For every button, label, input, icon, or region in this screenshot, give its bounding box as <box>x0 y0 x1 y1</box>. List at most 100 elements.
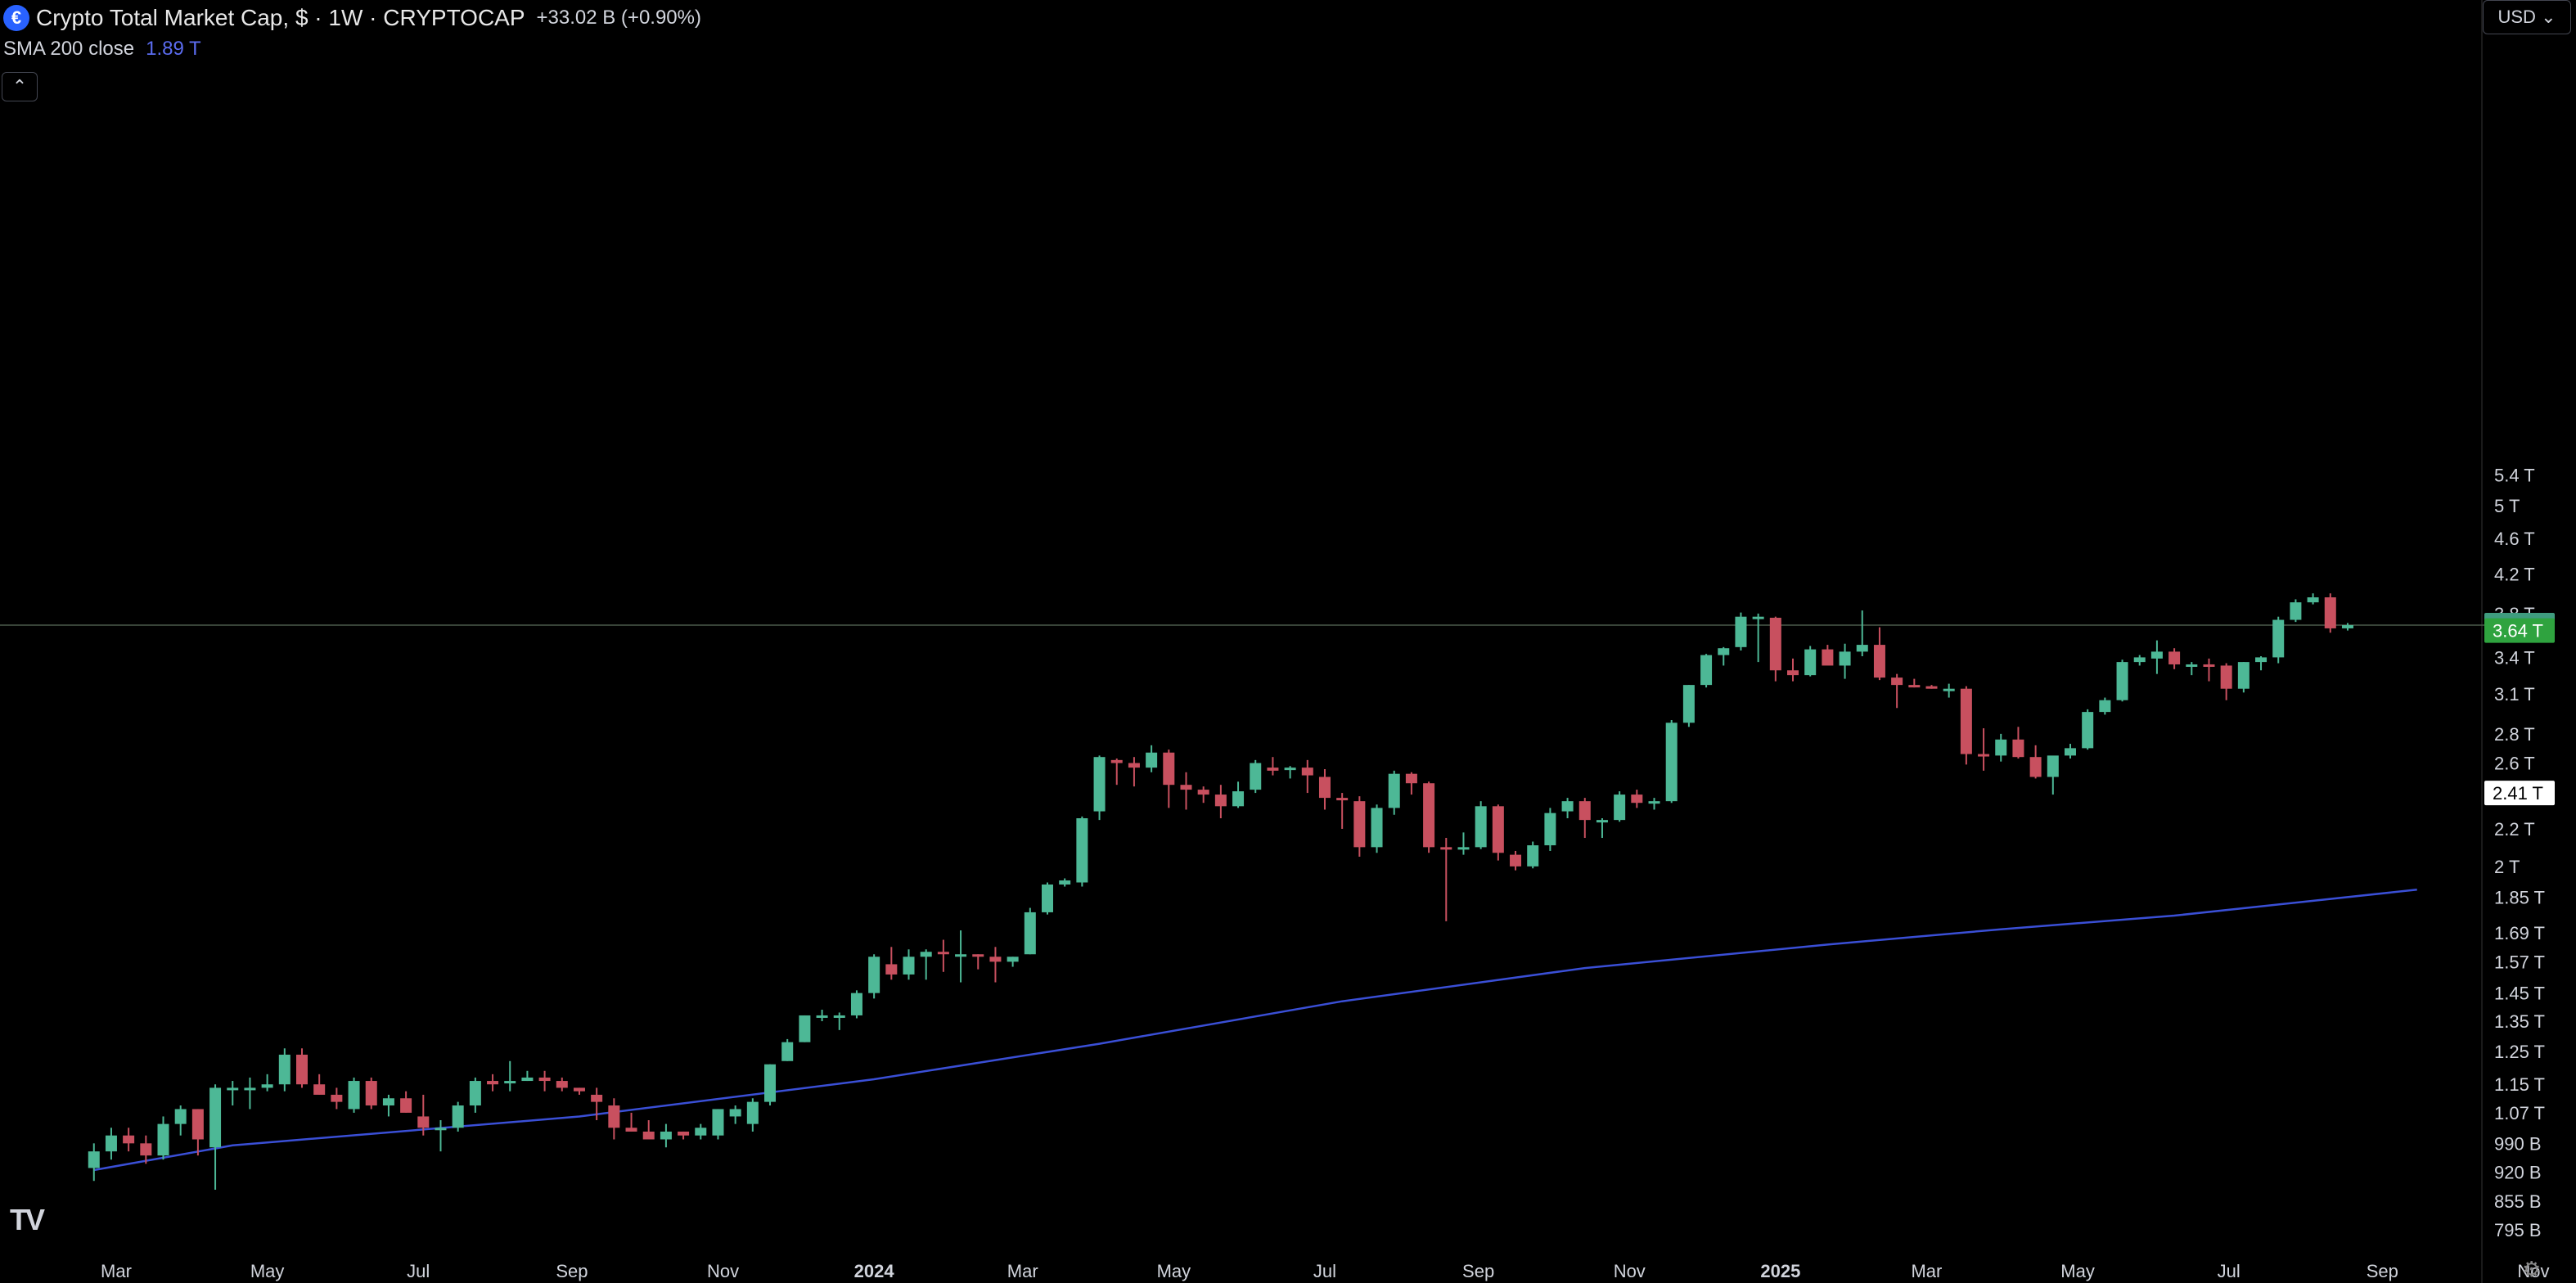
candle-body[interactable] <box>2203 664 2215 667</box>
candle-body[interactable] <box>642 1131 655 1140</box>
candle-body[interactable] <box>1700 655 1713 686</box>
candle-body[interactable] <box>1839 651 1851 666</box>
candle-body[interactable] <box>1544 813 1556 846</box>
candle-body[interactable] <box>365 1081 377 1106</box>
candle-body[interactable] <box>729 1109 741 1117</box>
candle-body[interactable] <box>1804 649 1817 676</box>
candle-body[interactable] <box>1284 768 1296 771</box>
candle-body[interactable] <box>1336 798 1349 801</box>
candle-body[interactable] <box>1250 763 1262 790</box>
candle-body[interactable] <box>227 1087 239 1091</box>
candle-body[interactable] <box>712 1109 724 1136</box>
candle-body[interactable] <box>1527 845 1539 867</box>
candle-body[interactable] <box>1093 757 1106 812</box>
candle-body[interactable] <box>88 1151 100 1168</box>
candle-body[interactable] <box>868 957 880 993</box>
candle-body[interactable] <box>1735 616 1747 647</box>
candle-body[interactable] <box>504 1081 516 1084</box>
candle-body[interactable] <box>1059 880 1071 885</box>
candle-body[interactable] <box>469 1081 481 1106</box>
candle-body[interactable] <box>764 1064 777 1102</box>
candle-body[interactable] <box>2186 664 2198 667</box>
candle-body[interactable] <box>1822 649 1834 666</box>
candle-body[interactable] <box>625 1128 637 1132</box>
candle-body[interactable] <box>2012 739 2024 758</box>
candle-body[interactable] <box>278 1054 290 1085</box>
candle-body[interactable] <box>1110 759 1123 763</box>
candle-body[interactable] <box>816 1015 828 1018</box>
candle-body[interactable] <box>1648 801 1660 804</box>
candle-body[interactable] <box>1995 739 2007 756</box>
candle-body[interactable] <box>1301 768 1313 776</box>
candle-body[interactable] <box>1353 801 1366 848</box>
candle-body[interactable] <box>1561 801 1574 812</box>
candle-body[interactable] <box>1787 670 1799 676</box>
candle-body[interactable] <box>937 952 949 955</box>
candle-body[interactable] <box>1232 791 1245 807</box>
candle-body[interactable] <box>2324 597 2336 628</box>
candle-body[interactable] <box>538 1077 551 1082</box>
candle-body[interactable] <box>157 1123 169 1156</box>
candle-body[interactable] <box>400 1098 412 1113</box>
candle-body[interactable] <box>2116 662 2128 700</box>
candle-body[interactable] <box>348 1081 360 1110</box>
candle-body[interactable] <box>2237 662 2249 689</box>
candle-body[interactable] <box>1163 752 1175 786</box>
candle-body[interactable] <box>2064 748 2076 756</box>
candle-body[interactable] <box>1596 820 1608 823</box>
candle-body[interactable] <box>435 1128 447 1131</box>
candle-body[interactable] <box>313 1084 326 1095</box>
candle-body[interactable] <box>1318 777 1331 799</box>
candle-body[interactable] <box>989 957 1002 962</box>
candle-body[interactable] <box>920 952 932 957</box>
candle-body[interactable] <box>556 1081 568 1088</box>
candle-body[interactable] <box>2082 712 2094 749</box>
candle-body[interactable] <box>833 1015 845 1018</box>
candle-body[interactable] <box>244 1087 256 1091</box>
candle-body[interactable] <box>1197 790 1209 795</box>
candle-body[interactable] <box>1024 912 1036 955</box>
candle-body[interactable] <box>123 1135 135 1144</box>
candle-body[interactable] <box>1943 688 1955 691</box>
candle-body[interactable] <box>417 1116 430 1128</box>
symbol-title[interactable]: Crypto Total Market Cap, $ · 1W · CRYPTO… <box>36 5 525 30</box>
candle-body[interactable] <box>1891 678 1903 686</box>
candle-body[interactable] <box>331 1094 343 1102</box>
candle-body[interactable] <box>1405 773 1417 784</box>
candle-body[interactable] <box>2272 619 2285 658</box>
candle-body[interactable] <box>382 1098 394 1106</box>
candle-body[interactable] <box>1214 795 1227 807</box>
candle-body[interactable] <box>2029 757 2042 777</box>
candle-body[interactable] <box>1614 795 1626 821</box>
candle-body[interactable] <box>452 1105 464 1128</box>
candle-body[interactable] <box>2307 597 2319 603</box>
gear-icon[interactable]: ⚙ <box>2522 1257 2542 1281</box>
candle-body[interactable] <box>1718 648 1730 655</box>
candle-body[interactable] <box>850 993 862 1015</box>
candle-body[interactable] <box>1682 685 1695 723</box>
candle-body[interactable] <box>2099 700 2111 713</box>
candle-body[interactable] <box>521 1077 534 1082</box>
sma-indicator-legend[interactable]: SMA 200 close 1.89 T <box>3 38 201 61</box>
candle-body[interactable] <box>678 1131 690 1136</box>
candle-body[interactable] <box>591 1094 603 1102</box>
candle-body[interactable] <box>1856 645 1868 652</box>
candle-body[interactable] <box>1128 763 1140 768</box>
candle-body[interactable] <box>1457 847 1470 850</box>
candle-body[interactable] <box>2290 602 2302 620</box>
candle-body[interactable] <box>1267 768 1279 771</box>
candle-body[interactable] <box>1492 806 1504 853</box>
candle-body[interactable] <box>1908 685 1921 688</box>
candle-body[interactable] <box>1925 686 1938 689</box>
candle-body[interactable] <box>1440 847 1452 850</box>
candle-body[interactable] <box>191 1109 204 1140</box>
candle-body[interactable] <box>1578 801 1591 821</box>
candle-body[interactable] <box>295 1054 308 1085</box>
candle-body[interactable] <box>1388 773 1400 808</box>
candle-body[interactable] <box>1180 785 1192 790</box>
candle-body[interactable] <box>1076 818 1088 883</box>
candle-body[interactable] <box>885 964 898 975</box>
candle-body[interactable] <box>955 954 967 957</box>
candle-body[interactable] <box>2220 665 2232 689</box>
